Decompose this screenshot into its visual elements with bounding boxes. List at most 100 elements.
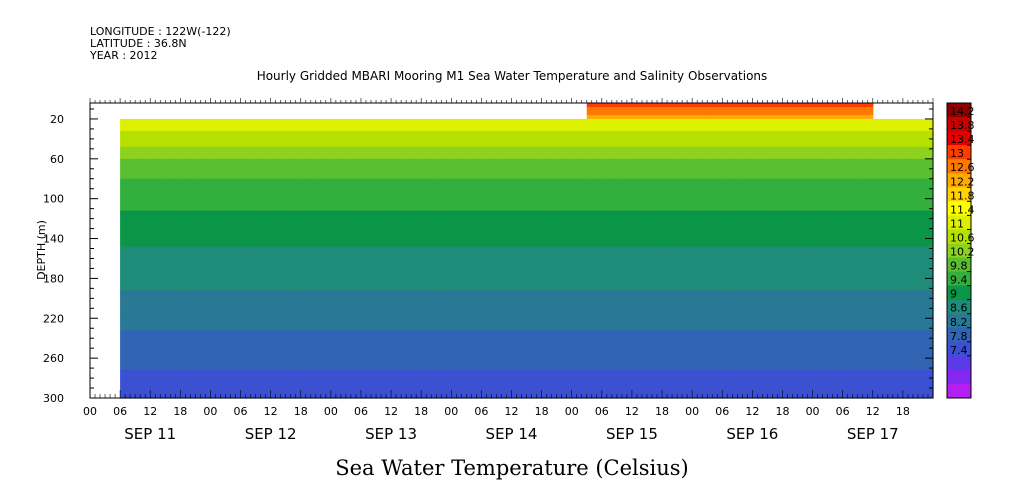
heatmap-cell bbox=[662, 374, 678, 379]
heatmap-cell bbox=[646, 378, 663, 383]
heatmap-cell bbox=[496, 386, 513, 391]
heatmap-cell bbox=[631, 146, 648, 152]
heatmap-cell bbox=[571, 274, 588, 280]
heatmap-cell bbox=[616, 114, 633, 120]
heatmap-cell bbox=[481, 234, 498, 240]
heatmap-cell bbox=[827, 330, 844, 335]
heatmap-cell bbox=[330, 198, 347, 204]
heatmap-cell bbox=[496, 214, 513, 220]
heatmap-cell bbox=[300, 374, 317, 379]
heatmap-cell bbox=[571, 198, 588, 204]
heatmap-cell bbox=[150, 290, 166, 295]
heatmap-cell bbox=[827, 390, 844, 395]
heatmap-cell bbox=[887, 182, 904, 188]
heatmap-cell bbox=[225, 242, 242, 248]
heatmap-cell bbox=[917, 138, 934, 144]
heatmap-cell bbox=[451, 254, 467, 260]
heatmap-cell bbox=[677, 286, 693, 291]
heatmap-cell bbox=[481, 354, 498, 359]
heatmap-cell bbox=[391, 270, 407, 276]
heatmap-cell bbox=[330, 374, 347, 379]
x-hour-label: 12 bbox=[384, 405, 398, 418]
heatmap-cell bbox=[707, 350, 723, 355]
heatmap-cell bbox=[872, 290, 889, 295]
plot-area bbox=[120, 103, 934, 399]
heatmap-cell bbox=[315, 198, 332, 204]
heatmap-cell bbox=[646, 314, 663, 319]
heatmap-cell bbox=[240, 322, 257, 327]
heatmap-cell bbox=[315, 254, 332, 260]
heatmap-cell bbox=[270, 298, 287, 303]
heatmap-cell bbox=[120, 374, 136, 379]
heatmap-cell bbox=[752, 286, 769, 291]
heatmap-cell bbox=[646, 126, 663, 132]
heatmap-cell bbox=[255, 338, 272, 343]
heatmap-cell bbox=[902, 298, 919, 303]
heatmap-cell bbox=[135, 194, 151, 200]
heatmap-cell bbox=[240, 214, 257, 220]
heatmap-cell bbox=[662, 118, 678, 124]
heatmap-cell bbox=[150, 270, 166, 276]
heatmap-cell bbox=[662, 386, 678, 391]
heatmap-cell bbox=[902, 358, 919, 363]
heatmap-cell bbox=[707, 266, 723, 272]
heatmap-cell bbox=[827, 386, 844, 391]
heatmap-cell bbox=[752, 222, 769, 228]
heatmap-cell bbox=[722, 382, 738, 387]
heatmap-cell bbox=[812, 138, 829, 144]
heatmap-cell bbox=[797, 158, 814, 164]
heatmap-cell bbox=[887, 382, 904, 387]
heatmap-cell bbox=[631, 278, 648, 283]
heatmap-cell bbox=[737, 290, 753, 295]
heatmap-cell bbox=[707, 306, 723, 311]
heatmap-cell bbox=[646, 338, 663, 343]
heatmap-cell bbox=[120, 234, 136, 240]
heatmap-cell bbox=[406, 134, 422, 140]
heatmap-cell bbox=[571, 138, 588, 144]
heatmap-cell bbox=[466, 150, 482, 156]
heatmap-cell bbox=[240, 182, 257, 188]
heatmap-cell bbox=[300, 146, 317, 152]
heatmap-cell bbox=[391, 186, 407, 192]
heatmap-cell bbox=[285, 386, 302, 391]
heatmap-cell bbox=[481, 250, 498, 256]
colorbar-label: 11.8 bbox=[950, 189, 975, 202]
heatmap-cell bbox=[240, 318, 257, 323]
heatmap-cell bbox=[376, 118, 392, 124]
heatmap-cell bbox=[345, 318, 362, 323]
heatmap-cell bbox=[376, 362, 392, 367]
heatmap-cell bbox=[360, 206, 377, 212]
heatmap-cell bbox=[255, 190, 272, 196]
heatmap-cell bbox=[571, 270, 588, 276]
heatmap-cell bbox=[451, 310, 467, 315]
heatmap-cell bbox=[571, 318, 588, 323]
heatmap-cell bbox=[616, 162, 633, 168]
heatmap-cell bbox=[315, 210, 332, 216]
heatmap-cell bbox=[195, 190, 212, 196]
heatmap-cell bbox=[481, 382, 498, 387]
heatmap-cell bbox=[902, 230, 919, 236]
heatmap-cell bbox=[601, 294, 618, 299]
heatmap-cell bbox=[330, 138, 347, 144]
heatmap-cell bbox=[722, 262, 738, 268]
heatmap-cell bbox=[526, 246, 543, 252]
heatmap-cell bbox=[285, 306, 302, 311]
heatmap-cell bbox=[631, 330, 648, 335]
heatmap-cell bbox=[797, 350, 814, 355]
heatmap-cell bbox=[330, 326, 347, 331]
heatmap-cell bbox=[240, 290, 257, 295]
heatmap-cell bbox=[677, 270, 693, 276]
heatmap-cell bbox=[812, 246, 829, 252]
heatmap-cell bbox=[767, 150, 784, 156]
heatmap-cell bbox=[345, 222, 362, 228]
heatmap-cell bbox=[722, 246, 738, 252]
heatmap-cell bbox=[722, 150, 738, 156]
heatmap-cell bbox=[421, 262, 437, 268]
heatmap-cell bbox=[541, 278, 558, 283]
heatmap-cell bbox=[300, 198, 317, 204]
heatmap-cell bbox=[195, 298, 212, 303]
heatmap-cell bbox=[285, 278, 302, 283]
heatmap-cell bbox=[391, 178, 407, 184]
heatmap-cell bbox=[586, 214, 603, 220]
heatmap-cell bbox=[240, 306, 257, 311]
